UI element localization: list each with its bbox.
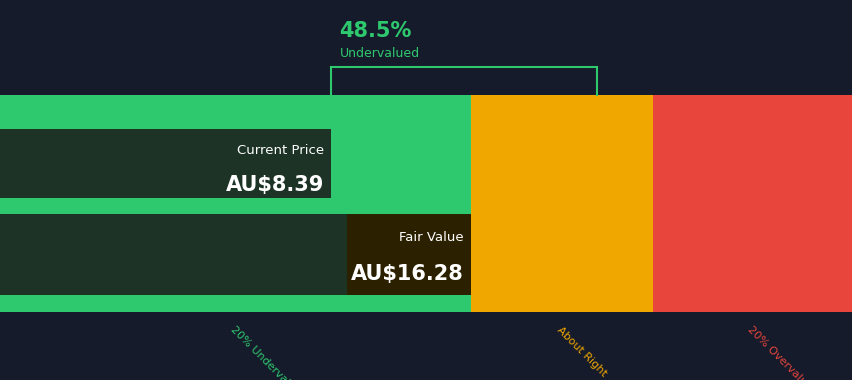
Bar — [0, 214, 470, 295]
Text: Undervalued: Undervalued — [339, 48, 419, 60]
Bar — [0, 95, 470, 128]
Text: 20% Overvalued: 20% Overvalued — [745, 325, 817, 380]
Bar — [0, 198, 470, 214]
Bar — [0, 295, 470, 312]
Bar — [0, 128, 331, 198]
Bar — [347, 214, 470, 295]
Bar — [0, 95, 470, 312]
Bar — [470, 95, 652, 312]
Text: Fair Value: Fair Value — [399, 231, 463, 244]
Text: 48.5%: 48.5% — [339, 21, 412, 41]
Bar — [652, 95, 852, 312]
Text: About Right: About Right — [554, 325, 607, 378]
Text: 20% Undervalued: 20% Undervalued — [228, 325, 306, 380]
Text: AU$16.28: AU$16.28 — [351, 264, 463, 284]
Text: Current Price: Current Price — [237, 144, 324, 157]
Text: AU$8.39: AU$8.39 — [226, 175, 324, 195]
